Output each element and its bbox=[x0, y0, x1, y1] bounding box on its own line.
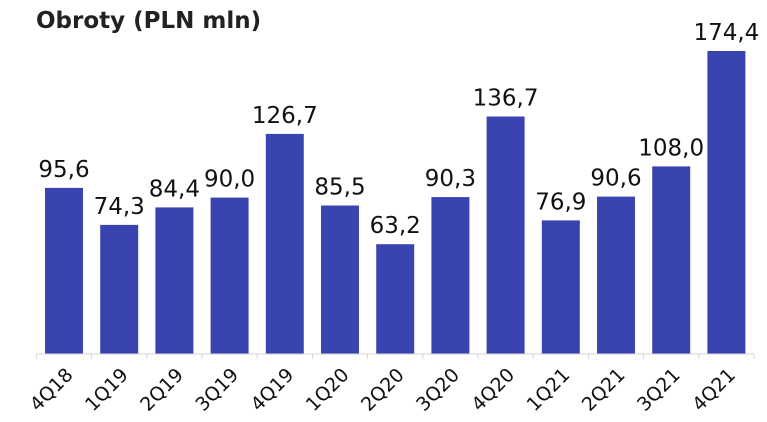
x-tick-label-2q21: 2Q21 bbox=[578, 364, 630, 416]
value-label-2q20: 63,2 bbox=[370, 213, 421, 239]
x-tick-label-3q20: 3Q20 bbox=[412, 364, 464, 416]
x-tick-label-4q19: 4Q19 bbox=[247, 364, 299, 416]
value-label-4q19: 126,7 bbox=[252, 103, 318, 129]
bar-2q19 bbox=[155, 207, 194, 354]
bar-2q21 bbox=[597, 196, 635, 354]
value-label-4q20: 136,7 bbox=[473, 86, 539, 112]
x-axis bbox=[35, 353, 755, 359]
x-tick-label-4q20: 4Q20 bbox=[467, 364, 519, 416]
x-tick-label-1q19: 1Q19 bbox=[81, 364, 133, 416]
value-label-2q19: 84,4 bbox=[149, 176, 200, 202]
bar-1q20 bbox=[321, 205, 359, 354]
bar-3q20 bbox=[431, 197, 470, 354]
x-tick-label-1q20: 1Q20 bbox=[302, 364, 354, 416]
value-labels: 95,674,384,4 90,0 126,7 85,563,290,3 136,7 76… bbox=[38, 20, 759, 239]
bar-2q20 bbox=[376, 244, 415, 354]
value-label-2q21: 90,6 bbox=[590, 166, 641, 192]
x-tick-label-3q21: 3Q21 bbox=[633, 364, 685, 416]
x-tick-label-1q21: 1Q21 bbox=[523, 364, 575, 416]
value-label-1q19: 74,3 bbox=[94, 194, 145, 220]
bar-4q18 bbox=[45, 187, 83, 354]
bar-3q21 bbox=[652, 166, 691, 354]
value-label-3q20: 90,3 bbox=[425, 166, 476, 192]
x-tick-label-3q19: 3Q19 bbox=[191, 364, 243, 416]
bar-1q19 bbox=[100, 224, 139, 354]
x-tick-labels: 4Q18 1Q19 2Q19 3Q19 4Q19 1Q20 2Q20 3Q20 4Q20 1Q21… bbox=[26, 364, 740, 416]
chart-title: Obroty (PLN mln) bbox=[36, 8, 262, 34]
value-label-1q20: 85,5 bbox=[314, 175, 365, 201]
value-label-3q21: 108,0 bbox=[638, 135, 704, 161]
bar-4q19 bbox=[265, 133, 304, 354]
value-label-4q21: 174,4 bbox=[693, 20, 759, 46]
x-tick-label-4q21: 4Q21 bbox=[688, 364, 740, 416]
bars-layer bbox=[45, 51, 746, 354]
x-tick-label-2q19: 2Q19 bbox=[136, 364, 188, 416]
bar-1q21 bbox=[541, 220, 580, 354]
bar-4q20 bbox=[486, 116, 525, 354]
value-label-4q18: 95,6 bbox=[38, 157, 89, 183]
value-label-3q19: 90,0 bbox=[204, 167, 255, 193]
x-tick-label-2q20: 2Q20 bbox=[357, 364, 409, 416]
value-label-1q21: 76,9 bbox=[535, 189, 586, 215]
bar-3q19 bbox=[210, 197, 249, 354]
x-tick-label-4q18: 4Q18 bbox=[26, 364, 78, 416]
bar-4q21 bbox=[707, 51, 746, 354]
